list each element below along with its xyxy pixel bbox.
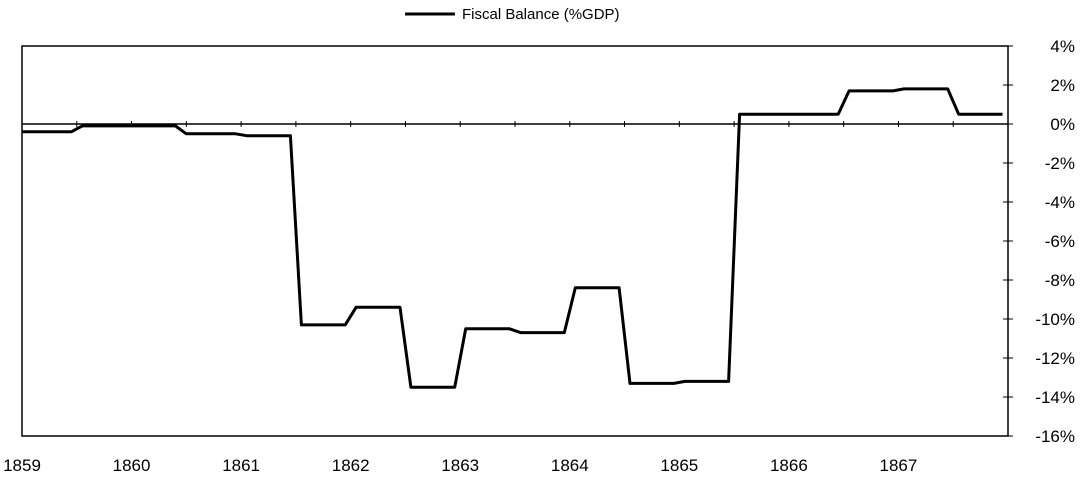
y-tick-label: -6% xyxy=(1045,232,1075,251)
x-tick-label: 1865 xyxy=(660,456,698,475)
series-layer xyxy=(22,87,1003,389)
y-tick-label: -10% xyxy=(1035,310,1075,329)
y-axis: 4% 2% 0% -2% -4% -6% -8% -10% -12% -14% -16% xyxy=(1003,37,1075,446)
x-axis: 1859 1860 1861 1862 1863 1864 1865 1866 1867 xyxy=(3,121,954,475)
legend-label: Fiscal Balance (%GDP) xyxy=(462,6,620,23)
x-tick-label: 1866 xyxy=(770,456,808,475)
x-tick-label: 1860 xyxy=(113,456,151,475)
x-tick-label: 1861 xyxy=(222,456,260,475)
y-tick-label: -12% xyxy=(1035,349,1075,368)
plot-area-border xyxy=(21,45,1009,437)
x-tick-label: 1863 xyxy=(441,456,479,475)
plot-frame xyxy=(21,45,1009,437)
legend: Fiscal Balance (%GDP) xyxy=(405,6,620,23)
y-tick-label: 4% xyxy=(1050,37,1075,56)
y-tick-label: -8% xyxy=(1045,271,1075,290)
x-tick-label: 1859 xyxy=(3,456,41,475)
y-tick-label: -2% xyxy=(1045,154,1075,173)
x-tick-label: 1862 xyxy=(332,456,370,475)
y-tick-label: 0% xyxy=(1050,115,1075,134)
y-tick-label: -16% xyxy=(1035,427,1075,446)
fiscal-balance-series-line xyxy=(22,87,1003,389)
x-tick-label: 1864 xyxy=(551,456,589,475)
y-tick-label: 2% xyxy=(1050,76,1075,95)
x-tick-label: 1867 xyxy=(880,456,918,475)
y-tick-label: -14% xyxy=(1035,388,1075,407)
y-tick-label: -4% xyxy=(1045,193,1075,212)
